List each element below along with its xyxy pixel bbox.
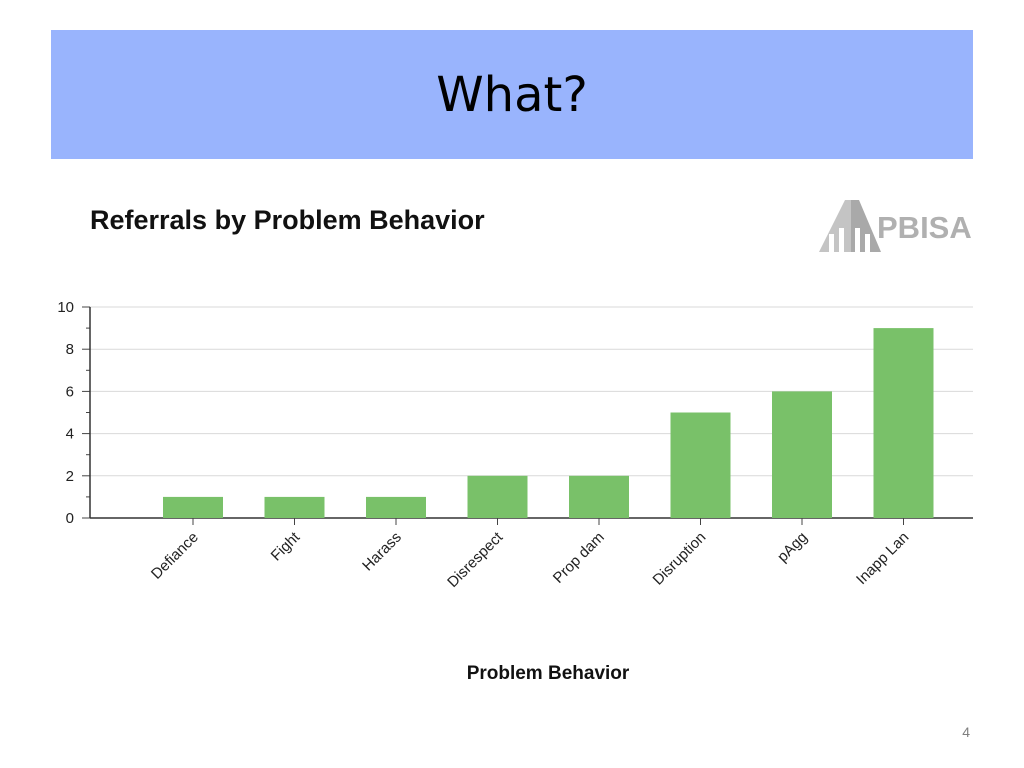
- chart-title: Referrals by Problem Behavior: [90, 205, 485, 235]
- x-axis-label: Problem Behavior: [467, 663, 630, 684]
- bar: [772, 391, 832, 518]
- y-tick-label: 2: [66, 468, 74, 485]
- y-tick-label: 0: [66, 510, 74, 527]
- x-tick-label: Disrespect: [444, 528, 507, 591]
- slide-title: What?: [436, 66, 588, 123]
- logo-text: PBISA: [877, 210, 972, 245]
- bar: [569, 475, 629, 518]
- x-tick-label: Prop dam: [550, 529, 608, 587]
- bar: [163, 496, 223, 518]
- y-tick-label: 10: [57, 299, 74, 316]
- x-tick-label: Disruption: [650, 529, 710, 589]
- bar: [366, 496, 426, 518]
- y-tick-label: 4: [66, 426, 74, 443]
- x-tick-label: Defiance: [148, 529, 202, 583]
- pbis-logo-icon: [819, 200, 881, 252]
- x-tick-label: Harass: [359, 529, 405, 575]
- x-tick-label: pAgg: [774, 529, 811, 566]
- y-tick-label: 6: [66, 383, 74, 400]
- bar: [467, 475, 528, 518]
- x-tick-label: Inapp Lan: [853, 529, 912, 588]
- bar: [670, 412, 731, 518]
- title-band: What?: [51, 30, 973, 159]
- pbis-logo: PBISA: [815, 194, 973, 256]
- x-tick-label: Fight: [268, 528, 304, 564]
- slide-number: 4: [962, 724, 970, 740]
- bar: [264, 496, 325, 518]
- bar: [873, 328, 934, 518]
- y-tick-label: 8: [66, 341, 74, 358]
